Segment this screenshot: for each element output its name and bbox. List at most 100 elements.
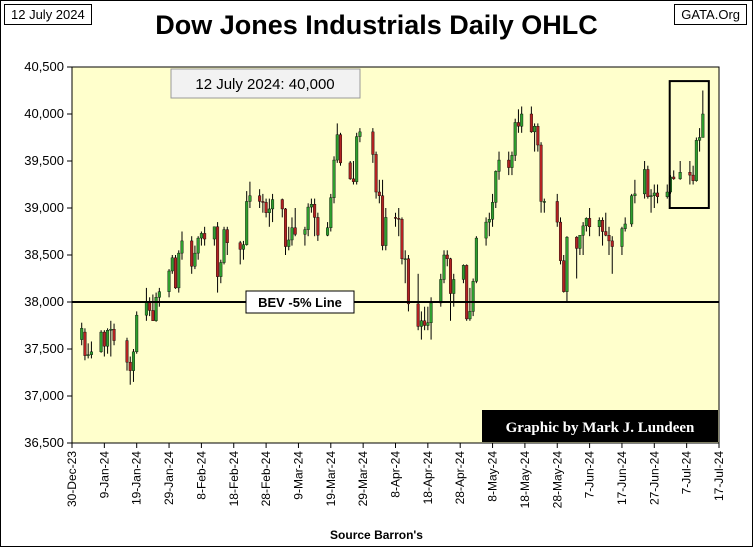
- candle-body: [245, 201, 249, 245]
- candle-body: [394, 217, 398, 219]
- candle-body: [406, 258, 410, 305]
- candle-body: [316, 217, 320, 236]
- y-tick-label: 37,500: [24, 341, 64, 356]
- candle-body: [248, 195, 252, 202]
- candle-body: [128, 361, 132, 371]
- candle-body: [607, 235, 611, 242]
- candle-body: [222, 229, 226, 263]
- x-tick-label: 8-Apr-24: [389, 451, 403, 498]
- candle-body: [698, 137, 702, 141]
- x-tick-label: 19-Jan-24: [130, 451, 144, 505]
- x-tick-label: 18-Apr-24: [421, 451, 435, 505]
- candle-body: [258, 195, 262, 202]
- candle-body: [99, 331, 103, 353]
- candle-body: [131, 351, 135, 371]
- x-tick-label: 9-Mar-24: [291, 451, 305, 500]
- candle-body: [271, 199, 275, 210]
- candle-body: [199, 233, 203, 239]
- candle-body: [280, 199, 284, 210]
- x-tick-label: 8-May-24: [486, 451, 500, 502]
- candle-body: [306, 206, 310, 230]
- candle-body: [649, 195, 653, 197]
- x-tick-label: 27-Jun-24: [647, 451, 661, 505]
- candle-body: [377, 191, 381, 196]
- candle-body: [400, 219, 404, 259]
- candle-body: [562, 260, 566, 292]
- candle-body: [416, 303, 420, 327]
- candle-body: [672, 176, 676, 180]
- price-annotation: 12 July 2024: 40,000: [170, 68, 361, 99]
- candle-body: [332, 159, 336, 198]
- candle-body: [565, 236, 569, 292]
- candle-body: [539, 144, 543, 202]
- x-tick-label: 18-Feb-24: [227, 451, 241, 507]
- candle-body: [620, 228, 624, 247]
- candle-body: [371, 131, 375, 155]
- bev-line-label: BEV -5% Line: [245, 290, 355, 314]
- candle-body: [555, 201, 559, 223]
- candle-body: [445, 254, 449, 259]
- candle-body: [516, 122, 520, 127]
- x-tick-label: 28-May-24: [550, 451, 564, 509]
- candle-body: [326, 227, 330, 236]
- source-label: Source Barron's: [330, 528, 423, 542]
- date-label: 12 July 2024: [4, 4, 92, 25]
- candle-body: [144, 301, 148, 316]
- candle-body: [170, 257, 174, 272]
- candle-body: [329, 197, 333, 228]
- candle-body: [643, 169, 647, 195]
- candle-body: [497, 159, 501, 172]
- candle-body: [507, 159, 511, 168]
- candle-body: [429, 302, 433, 323]
- credit-label-text: Graphic by Mark J. Lundeen: [506, 420, 695, 436]
- candle-body: [694, 140, 698, 181]
- candle-body: [177, 252, 181, 289]
- y-tick-label: 39,000: [24, 200, 64, 215]
- x-tick-label: 19-Mar-24: [324, 451, 338, 507]
- candle-body: [536, 126, 540, 146]
- y-axis: 36,500 37,000 37,500 38,000 38,500 39,000 39,5…: [24, 59, 72, 450]
- candle-body: [293, 227, 297, 235]
- candle-body: [287, 239, 291, 247]
- candle-body: [193, 252, 197, 267]
- candle-body: [151, 310, 155, 321]
- candle-body: [423, 320, 427, 326]
- candle-body: [355, 136, 359, 182]
- candle-body: [284, 208, 288, 247]
- candle-body: [154, 297, 158, 321]
- candle-body: [533, 126, 537, 133]
- x-tick-label: 17-Jun-24: [615, 451, 629, 505]
- candle-body: [267, 208, 271, 213]
- candle-body: [261, 201, 265, 203]
- candle-body: [238, 242, 242, 250]
- candle-body: [335, 134, 339, 161]
- candle-body: [86, 354, 90, 356]
- candle-body: [190, 240, 194, 267]
- candle-body: [109, 329, 113, 331]
- candle-body: [601, 220, 605, 232]
- y-tick-label: 38,500: [24, 247, 64, 262]
- candle-body: [474, 237, 478, 282]
- candle-body: [339, 134, 343, 164]
- candle-body: [419, 320, 423, 327]
- candle-body: [212, 226, 216, 240]
- candle-body: [106, 330, 110, 347]
- candle-body: [381, 195, 385, 246]
- candle-body: [520, 113, 524, 127]
- candle-body: [510, 155, 514, 168]
- candle-body: [112, 329, 116, 341]
- candle-body: [157, 291, 161, 298]
- x-tick-label: 17-Jul-24: [712, 451, 726, 501]
- x-tick-label: 28-Apr-24: [453, 451, 467, 505]
- candle-body: [468, 311, 472, 320]
- x-tick-label: 7-Jun-24: [583, 451, 597, 499]
- candle-body: [678, 172, 682, 180]
- x-tick-label: 29-Mar-24: [356, 451, 370, 507]
- y-tick-label: 40,000: [24, 106, 64, 121]
- candle-body: [610, 240, 614, 247]
- x-tick-label: 29-Jan-24: [162, 451, 176, 505]
- candle-body: [167, 270, 171, 292]
- candle-body: [203, 233, 207, 240]
- candle-body: [630, 195, 634, 225]
